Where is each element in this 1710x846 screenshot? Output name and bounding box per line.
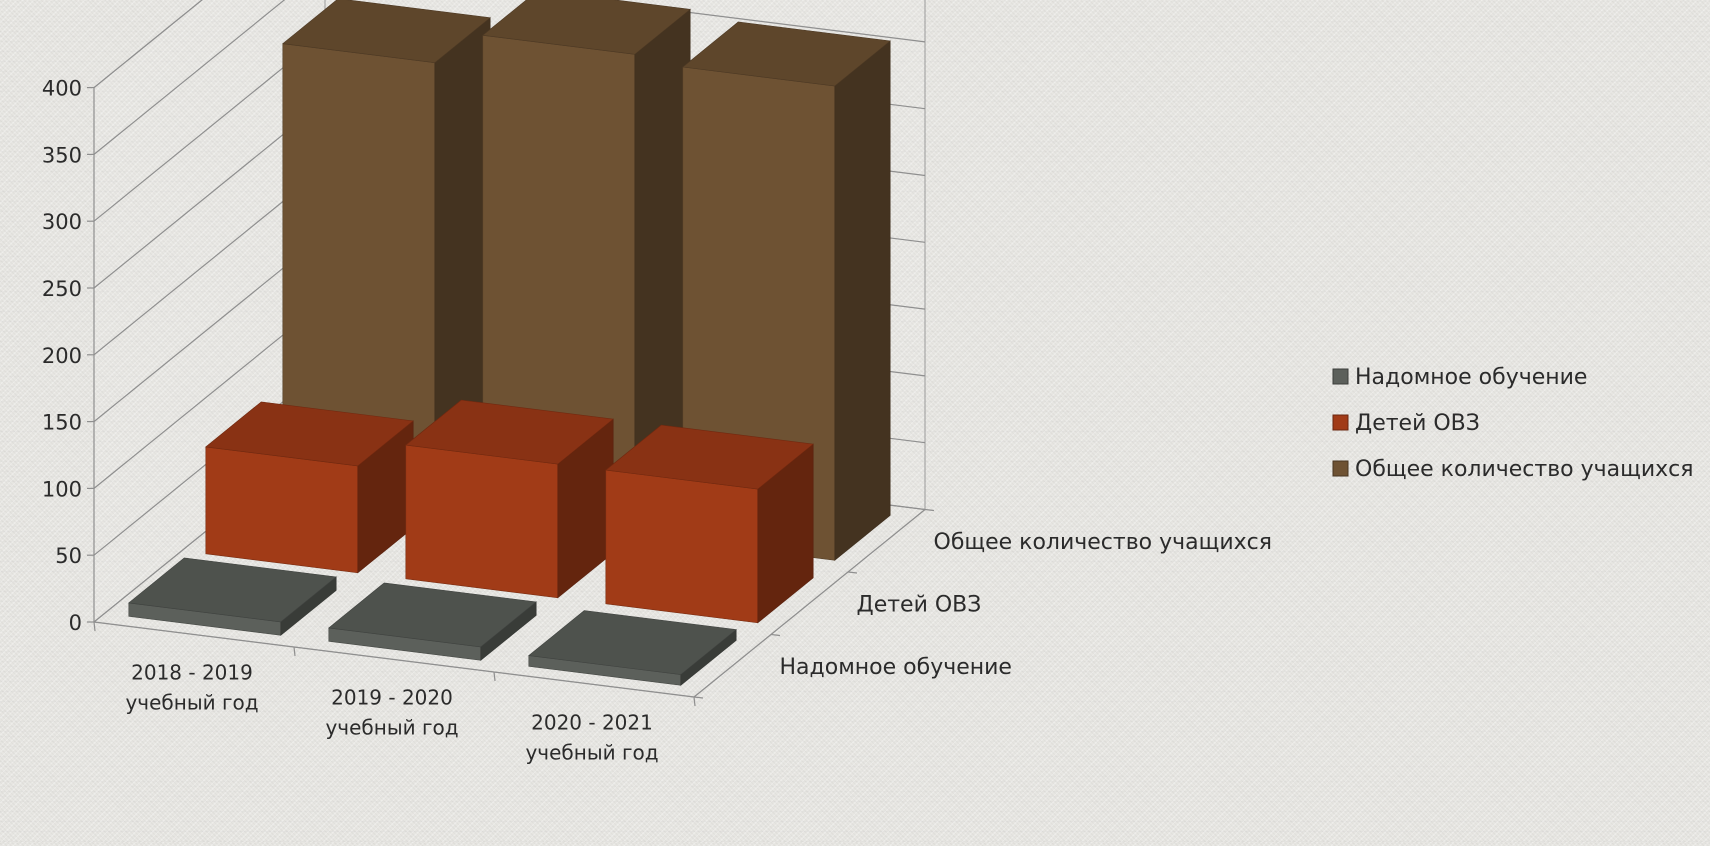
legend-swatch [1332,460,1349,477]
category-tick-label: 2019 - 2020 [331,686,453,710]
legend-swatch [1332,414,1349,431]
series-tick [924,508,935,512]
bar [328,582,537,661]
legend-label: Надомное обучение [1355,365,1587,390]
bar-top-face [282,0,491,64]
bar-front-face [405,444,559,599]
bar-top-face [405,399,614,465]
bar-top-face [682,21,891,87]
value-tick-label: 250 [42,277,82,301]
category-tick-label: 2020 - 2021 [531,711,653,735]
gridline [93,0,926,155]
bar-top-face [128,557,337,623]
series-tick-label: Детей ОВЗ [857,592,982,617]
bar [282,0,491,511]
value-tick-label: 400 [42,77,82,101]
value-tick-label: 300 [42,210,82,234]
gridline [93,0,203,89]
bar-front-face [205,446,359,574]
legend-label: Детей ОВЗ [1355,411,1480,436]
bar [405,399,614,599]
category-tick [93,621,96,632]
legend-swatch [1332,368,1349,385]
value-tick-label: 50 [55,544,82,568]
bar [528,610,737,686]
category-tick-label: учебный год [325,716,458,740]
category-tick [693,696,696,707]
category-tick [493,671,496,682]
axes [87,86,935,707]
value-tick-label: 150 [42,411,82,435]
series-tick [770,633,781,637]
bar-top-face [605,424,814,490]
category-tick-label: учебный год [125,691,258,715]
bar [205,401,414,574]
bar-top-face [205,401,414,467]
category-axis-line [93,621,695,698]
axis-labels: 0 50 100 150 200 250 300 350 400 2018 - 2019 учебн… [42,77,1272,765]
bars [128,0,891,686]
value-tick-label: 100 [42,477,82,501]
series-tick [693,696,704,699]
legend-label: Общее количество учащихся [1355,457,1694,482]
bar-top-face [328,582,537,648]
category-tick-label: учебный год [525,741,658,765]
bar-side-face [834,40,891,561]
series-tick-label: Общее количество учащихся [934,530,1273,555]
bar-front-face [605,469,759,624]
value-tick-label: 200 [42,344,82,368]
bar-top-face [482,0,691,55]
series-axis-line [693,509,926,698]
category-tick [293,646,296,657]
value-tick-label: 0 [69,611,82,635]
category-tick-label: 2018 - 2019 [131,661,253,685]
series-tick [847,571,858,574]
bar [605,424,814,624]
value-tick-label: 350 [42,143,82,167]
series-tick-label: Надомное обучение [780,655,1012,680]
bar [128,557,337,636]
bar-top-face [528,610,737,675]
legend: Надомное обучение Детей ОВЗ Общее количест… [1332,365,1694,482]
